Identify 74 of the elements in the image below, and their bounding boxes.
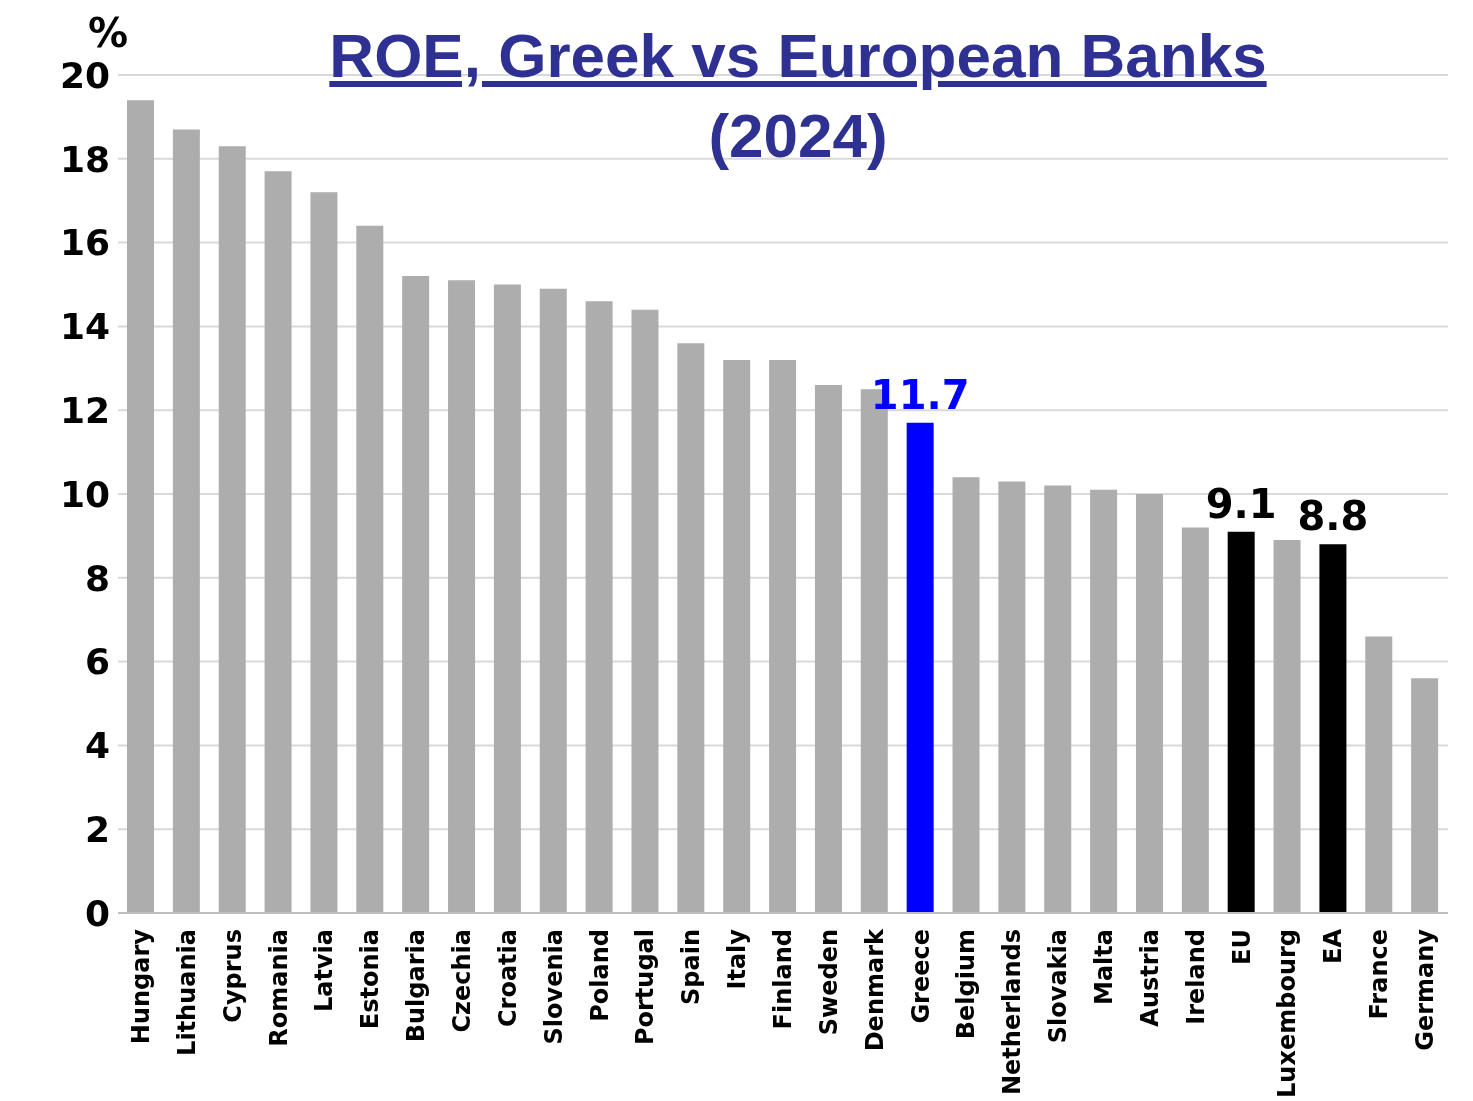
bar: [998, 481, 1026, 913]
bar: [1044, 485, 1072, 913]
bar: [310, 192, 338, 913]
x-tick-label: Malta: [1090, 929, 1119, 1005]
x-tick-label: Czechia: [447, 929, 476, 1033]
bar: [1090, 489, 1118, 913]
x-tick-label: Cyprus: [218, 929, 247, 1023]
bar: [585, 301, 613, 913]
x-tick-label: Spain: [677, 929, 706, 1005]
bar: [493, 284, 521, 913]
y-tick-label: 0: [84, 892, 110, 934]
data-label: 11.7: [870, 371, 970, 418]
x-tick-label: Belgium: [952, 929, 981, 1040]
bar: [172, 129, 200, 913]
bar: [448, 280, 476, 913]
x-tick-label: EU: [1227, 929, 1256, 965]
y-tick-label: 12: [59, 389, 110, 431]
x-tick-label: Austria: [1135, 929, 1164, 1027]
x-tick-label: Latvia: [310, 929, 339, 1013]
x-tick-label: Slovakia: [1044, 929, 1073, 1044]
x-tick-label: Greece: [906, 929, 935, 1024]
bar: [402, 276, 430, 913]
bar: [952, 477, 980, 913]
x-tick-label: Sweden: [814, 929, 843, 1036]
x-tick-label: Luxembourg: [1273, 929, 1302, 1098]
x-tick-label: Romania: [264, 929, 293, 1047]
x-tick-label: France: [1365, 929, 1394, 1020]
y-tick-label: 10: [59, 473, 110, 515]
y-tick-label: 16: [59, 222, 110, 264]
bar: [1365, 636, 1393, 913]
bar: [1273, 540, 1301, 913]
y-tick-label: 8: [84, 557, 110, 599]
bar: [356, 225, 384, 913]
data-label: 8.8: [1297, 493, 1369, 540]
bar: [1227, 531, 1255, 913]
x-tick-label: Ireland: [1181, 929, 1210, 1025]
x-tick-label: Bulgaria: [402, 929, 431, 1043]
bar: [769, 359, 797, 913]
bar: [1181, 527, 1209, 913]
bar: [723, 359, 751, 913]
bar: [631, 309, 659, 913]
y-tick-label: 4: [84, 725, 110, 767]
x-tick-label: Denmark: [860, 927, 889, 1052]
bar: [814, 385, 842, 913]
bar: [677, 343, 705, 913]
y-axis-title: %: [88, 10, 129, 56]
chart-title: ROE, Greek vs European Banks: [329, 21, 1267, 90]
bar: [906, 422, 934, 913]
x-tick-label: Portugal: [631, 929, 660, 1046]
x-tick-label: Estonia: [356, 929, 385, 1030]
chart-subtitle: (2024): [707, 100, 889, 172]
x-tick-label: Slovenia: [539, 929, 568, 1045]
bar: [127, 100, 154, 913]
x-tick-label: Hungary: [126, 928, 155, 1045]
x-tick-label: Germany: [1411, 928, 1440, 1051]
y-tick-label: 2: [84, 808, 110, 850]
x-tick-label: Poland: [585, 929, 614, 1022]
bar: [218, 146, 246, 913]
x-tick-label: Netherlands: [998, 929, 1027, 1096]
bar: [1135, 494, 1163, 913]
x-tick-label: Italy: [723, 928, 752, 990]
y-tick-label: 14: [59, 306, 110, 348]
bar: [264, 171, 292, 913]
y-tick-label: 18: [59, 138, 110, 180]
x-tick-label: Croatia: [493, 929, 522, 1028]
x-tick-label: Lithuania: [172, 929, 201, 1056]
bar: [1319, 544, 1347, 913]
y-tick-label: 6: [84, 641, 110, 683]
y-tick-label: 20: [59, 54, 110, 96]
x-tick-label: EA: [1319, 928, 1348, 964]
bar: [539, 288, 567, 913]
x-tick-label: Finland: [769, 929, 797, 1030]
data-label: 9.1: [1205, 480, 1277, 527]
bar: [1411, 678, 1439, 913]
